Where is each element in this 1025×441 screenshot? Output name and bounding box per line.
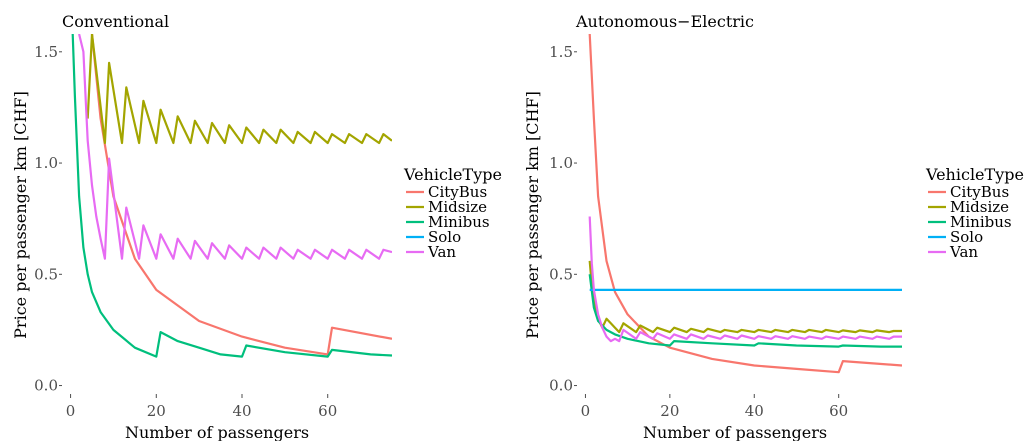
tick-labels: 0.0 0.5 1.0 1.5 0 20 40 60 bbox=[34, 43, 337, 420]
panel-title: Conventional bbox=[62, 12, 169, 31]
x-tick-label: 0 bbox=[581, 402, 591, 420]
legend-label-van: Van bbox=[949, 243, 978, 261]
legend-title: VehicleType bbox=[403, 165, 502, 184]
y-tick-label: 0.0 bbox=[34, 377, 58, 395]
x-tick-label: 20 bbox=[147, 402, 166, 420]
y-axis-title: Price per passenger km [CHF] bbox=[11, 91, 30, 339]
ylabel-group: Price per passenger km [CHF] bbox=[11, 91, 30, 339]
x-tick-label: 0 bbox=[66, 402, 76, 420]
legend-label-solo: Solo bbox=[950, 228, 983, 246]
y-tick-label: 0.5 bbox=[549, 265, 573, 283]
x-tick-label: 60 bbox=[829, 402, 848, 420]
legend-label-citybus: CityBus bbox=[950, 183, 1009, 201]
x-axis-title: Number of passengers bbox=[643, 423, 827, 441]
y-tick-label: 1.5 bbox=[34, 43, 58, 61]
y-tick-label: 1.0 bbox=[34, 154, 58, 172]
y-tick-label: 1.0 bbox=[549, 154, 573, 172]
x-tick-label: 20 bbox=[660, 402, 679, 420]
legend-label-solo: Solo bbox=[428, 228, 461, 246]
series-line-minibus bbox=[71, 34, 392, 358]
series-line-citybus bbox=[588, 34, 902, 374]
panel-autonomous-electric: Autonomous−Electric Price per passenger … bbox=[523, 12, 1024, 441]
x-tick-label: 60 bbox=[318, 402, 337, 420]
legend-label-midsize: Midsize bbox=[950, 198, 1009, 216]
tick-labels: 0.0 0.5 1.0 1.5 0 20 40 60 bbox=[549, 43, 848, 420]
x-tick-label: 40 bbox=[232, 402, 251, 420]
panel-title: Autonomous−Electric bbox=[575, 12, 754, 31]
plot-lines bbox=[71, 34, 392, 358]
legend-label-midsize: Midsize bbox=[428, 198, 487, 216]
series-line-van bbox=[78, 34, 392, 260]
legend-title: VehicleType bbox=[925, 165, 1024, 184]
panel-conventional: Conventional Price per passenger km [CHF… bbox=[11, 12, 502, 441]
y-axis-title: Price per passenger km [CHF] bbox=[523, 91, 542, 339]
ylabel-group: Price per passenger km [CHF] bbox=[523, 91, 542, 339]
x-tick-label: 40 bbox=[745, 402, 764, 420]
legend-label-minibus: Minibus bbox=[950, 213, 1012, 231]
series-line-van bbox=[588, 216, 902, 343]
y-tick-label: 0.5 bbox=[34, 265, 58, 283]
y-tick-label: 1.5 bbox=[549, 43, 573, 61]
x-axis-title: Number of passengers bbox=[125, 423, 309, 441]
plot-lines bbox=[588, 34, 902, 374]
series-line-citybus bbox=[90, 34, 392, 356]
legend-label-van: Van bbox=[427, 243, 456, 261]
legend-label-minibus: Minibus bbox=[428, 213, 490, 231]
series-line-midsize bbox=[588, 260, 902, 334]
series-line-minibus bbox=[588, 274, 902, 348]
series-line-midsize bbox=[86, 34, 392, 145]
y-tick-label: 0.0 bbox=[549, 377, 573, 395]
legend-label-citybus: CityBus bbox=[428, 183, 487, 201]
